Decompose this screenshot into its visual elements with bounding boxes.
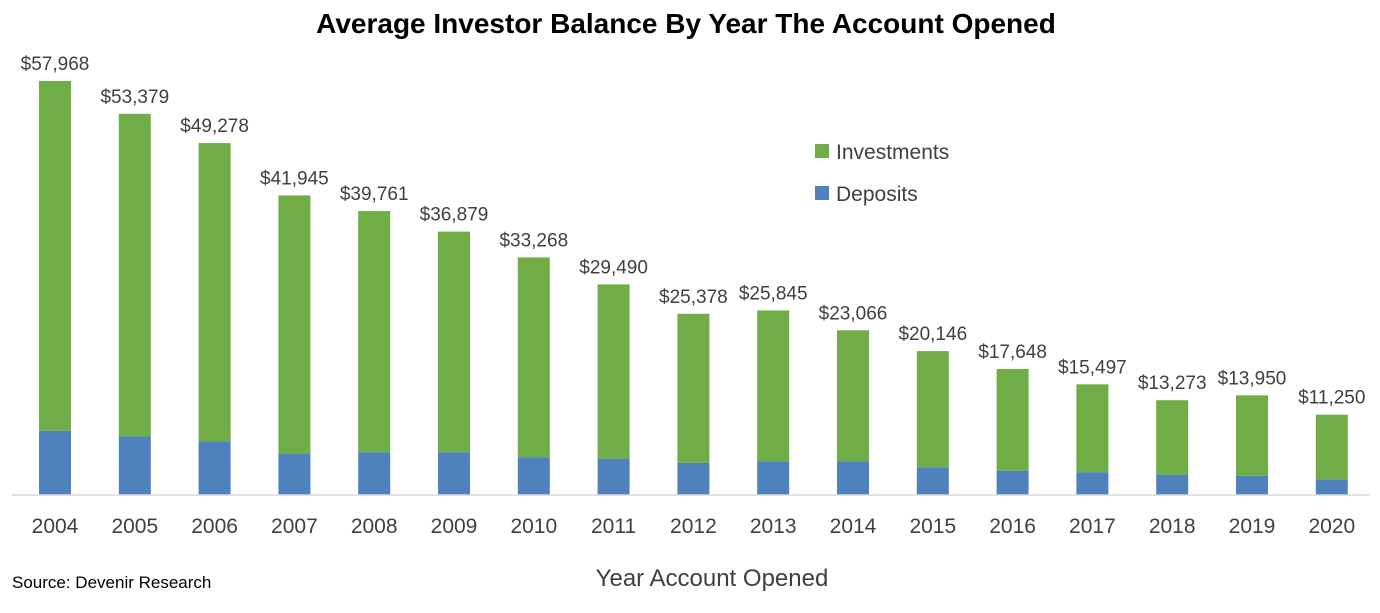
x-tick-label-2008: 2008 <box>351 515 398 538</box>
bars-layer <box>39 81 1348 495</box>
bar-deposits-2009 <box>438 452 470 495</box>
bar-investments-2005 <box>118 113 151 437</box>
bar-investments-2019 <box>1236 395 1268 476</box>
legend-swatch-deposits <box>815 186 829 200</box>
source-note: Source: Devenir Research <box>12 573 212 592</box>
x-tick-label-2009: 2009 <box>431 515 478 538</box>
total-label-2011: $29,490 <box>579 257 648 278</box>
bar-investments-2012 <box>677 313 710 463</box>
bar-deposits-2005 <box>118 436 151 495</box>
x-tick-label-2012: 2012 <box>670 515 717 538</box>
bar-investments-2008 <box>358 211 391 453</box>
bar-investments-2016 <box>996 368 1029 471</box>
total-label-2004: $57,968 <box>21 54 90 75</box>
bar-investments-2006 <box>198 143 231 442</box>
total-label-2012: $25,378 <box>659 287 728 308</box>
legend-label-investments: Investments <box>836 141 949 164</box>
bar-deposits-2014 <box>837 461 869 495</box>
x-tick-label-2004: 2004 <box>32 515 79 538</box>
total-label-2019: $13,950 <box>1218 368 1287 389</box>
bar-deposits-2020 <box>1315 479 1348 495</box>
total-label-2013: $25,845 <box>739 283 808 304</box>
bar-deposits-2011 <box>597 458 630 495</box>
bar-investments-2017 <box>1076 384 1109 473</box>
chart-title: Average Investor Balance By Year The Acc… <box>316 8 1056 39</box>
bar-deposits-2007 <box>278 453 311 495</box>
bar-deposits-2012 <box>677 462 710 495</box>
legend-swatch-investments <box>815 144 829 158</box>
bar-investments-2015 <box>916 351 949 468</box>
total-label-2005: $53,379 <box>100 87 169 108</box>
bar-deposits-2013 <box>757 461 790 495</box>
total-label-2007: $41,945 <box>260 168 329 189</box>
bar-investments-2010 <box>517 257 550 458</box>
x-tick-label-2017: 2017 <box>1069 515 1116 538</box>
x-tick-label-2010: 2010 <box>510 515 557 538</box>
bar-investments-2018 <box>1156 400 1189 476</box>
bar-deposits-2015 <box>916 467 949 495</box>
bar-investments-2004 <box>39 81 71 431</box>
x-tick-label-2018: 2018 <box>1149 515 1196 538</box>
bar-investments-2009 <box>438 231 470 453</box>
bar-deposits-2017 <box>1076 472 1109 495</box>
total-label-2017: $15,497 <box>1058 357 1127 378</box>
legend: Investments Deposits <box>815 141 949 206</box>
bar-deposits-2019 <box>1236 475 1268 495</box>
bar-deposits-2008 <box>358 452 391 495</box>
x-tick-label-2007: 2007 <box>271 515 318 538</box>
total-label-2014: $23,066 <box>819 303 888 324</box>
bar-deposits-2010 <box>517 457 550 495</box>
x-tick-label-2013: 2013 <box>750 515 797 538</box>
total-label-2020: $11,250 <box>1298 388 1365 409</box>
total-label-2008: $39,761 <box>340 184 409 205</box>
total-label-2016: $17,648 <box>978 342 1047 363</box>
legend-label-deposits: Deposits <box>836 183 918 206</box>
x-tick-label-2011: 2011 <box>591 515 636 538</box>
bar-deposits-2004 <box>39 430 71 495</box>
x-tick-label-2020: 2020 <box>1308 515 1355 538</box>
x-tick-label-2015: 2015 <box>909 515 956 538</box>
bar-deposits-2006 <box>198 441 231 495</box>
bar-investments-2007 <box>278 195 311 454</box>
total-label-2010: $33,268 <box>499 230 568 251</box>
bar-investments-2013 <box>757 310 790 462</box>
total-label-2006: $49,278 <box>180 116 249 137</box>
total-label-2009: $36,879 <box>420 205 489 226</box>
x-tick-label-2014: 2014 <box>830 515 877 538</box>
bar-investments-2014 <box>837 330 869 462</box>
x-tick-label-2006: 2006 <box>191 515 238 538</box>
bar-deposits-2018 <box>1156 475 1189 495</box>
x-tick-label-2019: 2019 <box>1229 515 1276 538</box>
bar-investments-2011 <box>597 284 630 459</box>
x-tick-label-2005: 2005 <box>111 515 158 538</box>
bar-investments-2020 <box>1315 414 1348 480</box>
bar-deposits-2016 <box>996 470 1029 495</box>
total-label-2015: $20,146 <box>898 324 967 345</box>
x-axis-label: Year Account Opened <box>596 565 829 592</box>
total-labels-layer: $57,968 $53,379 $49,278 $41,945 $39,761 $36,8… <box>21 54 1366 409</box>
total-label-2018: $13,273 <box>1138 373 1207 394</box>
x-tick-labels-layer: 2004 2005 2006 2007 2008 2009 2010 2011 2012 2013… <box>32 515 1356 538</box>
x-tick-label-2016: 2016 <box>989 515 1036 538</box>
